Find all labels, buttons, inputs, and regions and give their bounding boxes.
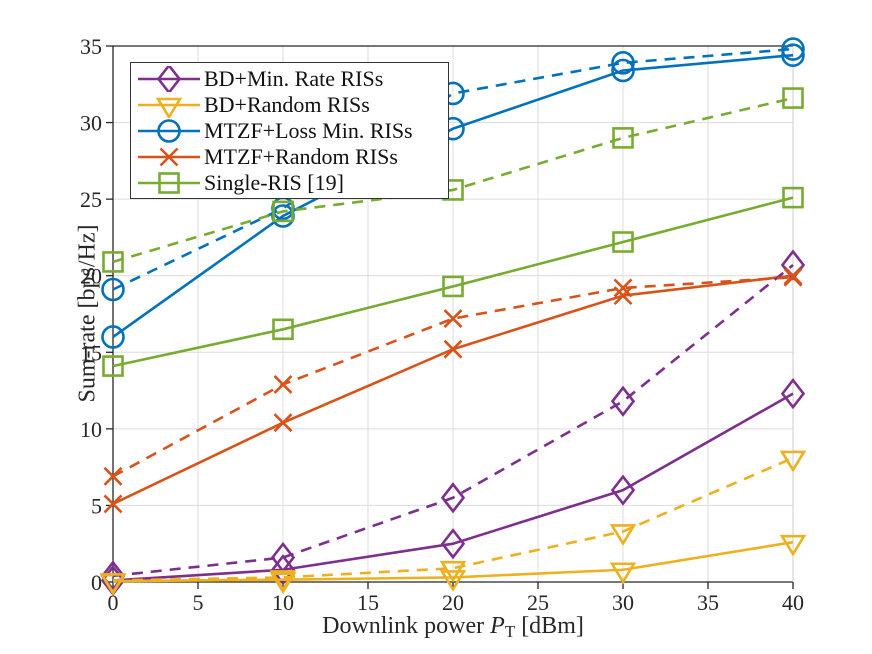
x-axis-label-variable: P [490, 613, 505, 639]
marker-square [158, 172, 180, 194]
x-tick-label: 5 [193, 590, 204, 615]
marker-circle [611, 58, 635, 83]
marker-triangle-down [99, 573, 127, 595]
series-bd-random-riss-dashed- [99, 450, 807, 595]
legend-label: MTZF+Random RISs [204, 144, 398, 169]
series-line [112, 96, 794, 264]
marker-triangle-down [269, 570, 297, 592]
y-tick-label: 20 [80, 264, 102, 289]
marker-x [159, 147, 179, 167]
marker-square [612, 231, 634, 253]
x-axis-label: Downlink power PT [dBm] [113, 613, 793, 642]
legend-item: MTZF+Random RISs [137, 144, 448, 170]
legend-swatch-diamond [138, 66, 200, 92]
marker-triangle-down [439, 570, 467, 592]
legend-swatch-circle [138, 119, 200, 143]
x-axis-label-subscript: T [504, 622, 516, 641]
marker-diamond [440, 528, 466, 560]
marker-triangle-down [609, 562, 637, 585]
series-line [112, 540, 794, 583]
series-line [112, 196, 794, 368]
y-tick-label: 15 [80, 340, 102, 365]
marker-triangle-down [609, 524, 637, 546]
legend-label: MTZF+Loss Min. RISs [204, 118, 413, 143]
legend-item: MTZF+Loss Min. RISs [137, 118, 448, 144]
legend: BD+Min. Rate RISs BD+Random RISs MTZF+Lo… [130, 62, 449, 199]
marker-circle [157, 119, 181, 143]
legend-swatch-triangle [138, 97, 200, 118]
legend-item: BD+Min. Rate RISs [137, 66, 448, 92]
x-axis-label-text: Downlink power [322, 613, 491, 639]
marker-triangle-down [439, 560, 467, 583]
y-tick-label: 35 [80, 34, 102, 59]
legend-label: Single-RIS [19] [204, 170, 344, 195]
legend-label: BD+Random RISs [204, 92, 370, 117]
marker-square [782, 87, 804, 109]
legend-item: BD+Random RISs [137, 92, 448, 118]
marker-diamond [440, 482, 466, 514]
marker-diamond [100, 560, 126, 592]
marker-x [443, 339, 463, 359]
marker-square [272, 200, 294, 223]
marker-square [102, 251, 124, 273]
marker-x [443, 309, 463, 329]
legend-swatch-square [138, 172, 200, 194]
x-tick-label: 10 [272, 590, 294, 615]
marker-circle [101, 277, 125, 302]
marker-triangle-down [155, 97, 183, 118]
marker-diamond [780, 378, 806, 410]
series-single-ris-19-solid- [102, 186, 804, 377]
series-mtzf-random-riss-dashed- [103, 267, 803, 486]
y-tick-label: 10 [80, 417, 102, 442]
series-line [112, 392, 794, 582]
y-tick-label: 0 [91, 570, 102, 595]
marker-square [782, 186, 804, 209]
x-tick-label: 0 [108, 590, 119, 615]
y-tick-label: 5 [91, 493, 102, 518]
y-axis-label: Sum-rate [bps/Hz] [74, 224, 101, 403]
marker-diamond [270, 554, 296, 586]
marker-diamond [156, 66, 182, 92]
marker-circle [781, 43, 805, 67]
series-line [112, 53, 794, 339]
x-tick-label: 30 [612, 590, 634, 615]
marker-circle [611, 51, 635, 75]
marker-square [102, 355, 124, 377]
marker-x [783, 267, 803, 287]
marker-circle [781, 37, 805, 61]
y-tick-label: 30 [80, 111, 102, 136]
marker-square [272, 318, 294, 341]
x-axis-label-unit: [dBm] [515, 613, 584, 639]
marker-x [273, 413, 293, 433]
x-tick-label: 25 [527, 590, 549, 615]
x-tick-label: 15 [357, 590, 379, 615]
x-tick-label: 40 [782, 590, 804, 615]
series-line [112, 456, 794, 582]
legend-item: Single-RIS [19] [137, 170, 448, 196]
marker-circle [101, 325, 125, 349]
marker-square [442, 275, 464, 298]
marker-x [613, 278, 633, 298]
legend-label: BD+Min. Rate RISs [204, 66, 384, 91]
marker-diamond [610, 385, 636, 417]
legend-swatch-x [138, 147, 200, 167]
marker-diamond [610, 474, 636, 506]
series-single-ris-19-dashed- [102, 87, 804, 273]
x-tick-label: 35 [697, 590, 719, 615]
marker-x [103, 466, 123, 486]
y-tick-label: 25 [80, 187, 102, 212]
marker-x [103, 494, 123, 514]
marker-triangle-down [779, 534, 807, 557]
marker-x [273, 375, 293, 394]
series-line [112, 263, 794, 578]
marker-square [612, 127, 634, 149]
marker-triangle-down [779, 450, 807, 473]
x-tick-label: 20 [442, 590, 464, 615]
